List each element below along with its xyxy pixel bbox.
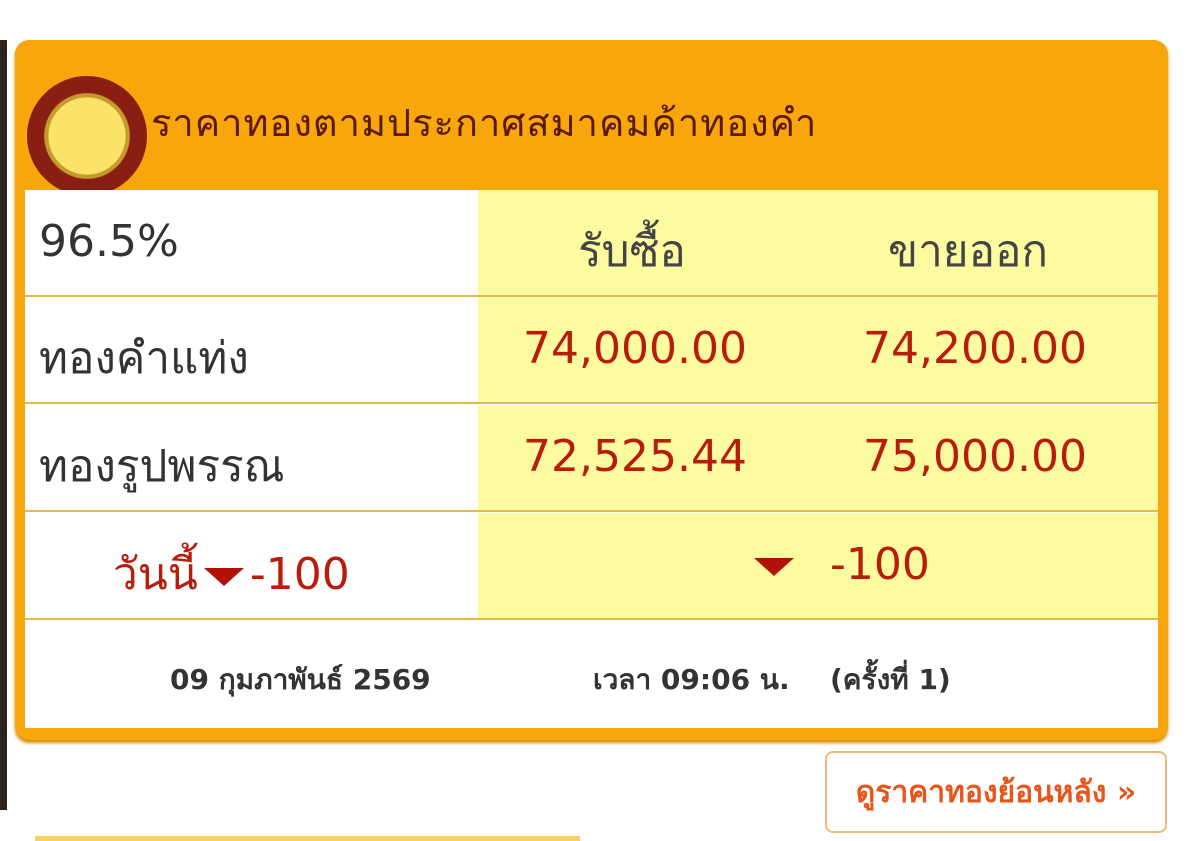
card-title: ราคาทองตามประกาศสมาคมค้าทองคำ — [151, 101, 818, 145]
header-row: 96.5% รับซื้อ ขายออก — [25, 190, 1158, 297]
price-table: 96.5% รับซื้อ ขายออก ทองคำแท่ง 74,000.00 7… — [25, 190, 1158, 728]
card-header: ราคาทองตามประกาศสมาคมค้าทองคำ — [15, 40, 1168, 196]
row-label: ทองคำแท่ง — [39, 333, 249, 384]
sell-header: ขายออก — [888, 226, 1049, 277]
sell-price: 74,200.00 — [863, 323, 1087, 374]
sell-change: -100 — [830, 539, 930, 590]
buy-change: -100 — [249, 549, 350, 600]
update-date: 09 กุมภาพันธ์ 2569 — [170, 663, 431, 696]
down-triangle-icon — [203, 568, 244, 586]
purity-label: 96.5% — [39, 216, 179, 267]
divider — [35, 836, 580, 841]
table-row: ทองคำแท่ง 74,000.00 74,200.00 — [25, 297, 1158, 404]
buy-price: 72,525.44 — [523, 431, 747, 482]
sell-price: 75,000.00 — [863, 431, 1087, 482]
change-row: วันนี้ -100 -100 — [25, 513, 1158, 620]
today-label: วันนี้ — [113, 549, 198, 600]
down-triangle-icon — [754, 558, 794, 576]
buy-price: 74,000.00 — [523, 323, 747, 374]
history-prices-button[interactable]: ดูราคาทองย้อนหลัง » — [825, 751, 1167, 833]
update-time: เวลา 09:06 น. — [593, 663, 790, 696]
buy-header: รับซื้อ — [578, 226, 686, 277]
left-edge — [0, 40, 7, 810]
row-label: ทองรูปพรรณ — [39, 441, 285, 492]
update-footer: 09 กุมภาพันธ์ 2569 เวลา 09:06 น. (ครั้งท… — [25, 620, 1158, 728]
table-row: ทองรูปพรรณ 72,525.44 75,000.00 — [25, 405, 1158, 512]
association-logo-icon — [27, 76, 147, 196]
gold-price-card: ราคาทองตามประกาศสมาคมค้าทองคำ 96.5% รับซ… — [15, 40, 1168, 740]
update-round: (ครั้งที่ 1) — [830, 663, 951, 696]
